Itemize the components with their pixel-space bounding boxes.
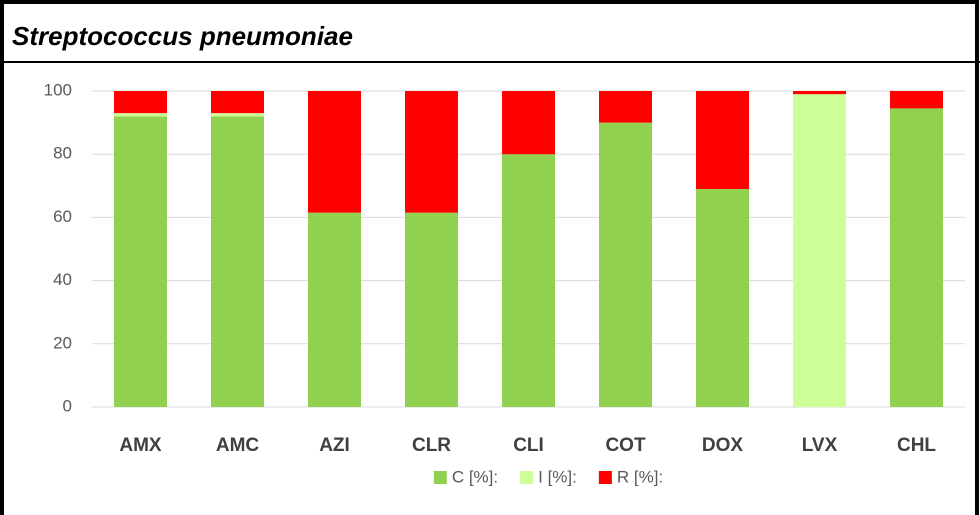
bar-segment xyxy=(502,91,555,155)
bar-segment xyxy=(793,94,846,407)
y-tick-label: 60 xyxy=(53,207,72,226)
y-tick-label: 80 xyxy=(53,144,72,163)
bar-segment xyxy=(308,212,361,407)
legend-label: I [%]: xyxy=(538,467,577,486)
bar-segment xyxy=(211,113,264,117)
x-tick-label: DOX xyxy=(702,435,744,456)
bar-segment xyxy=(211,116,264,407)
bar-segment xyxy=(405,212,458,407)
x-tick-label: CLI xyxy=(513,435,544,456)
bar-segment xyxy=(308,91,361,213)
bar-segment xyxy=(211,91,264,114)
bar-segment xyxy=(405,91,458,213)
y-tick-label: 20 xyxy=(53,333,72,352)
x-tick-label: CHL xyxy=(897,435,936,456)
bar-segment xyxy=(599,122,652,407)
y-tick-label: 40 xyxy=(53,270,72,289)
legend-swatch xyxy=(598,471,612,484)
x-tick-label: CLR xyxy=(412,435,451,456)
legend-swatch xyxy=(520,471,534,484)
legend-label: C [%]: xyxy=(452,467,498,486)
bar-segment xyxy=(599,91,652,123)
legend-label: R [%]: xyxy=(617,467,663,486)
bar-segment xyxy=(502,154,555,407)
bar-segment xyxy=(696,91,749,189)
x-tick-label: AZI xyxy=(319,435,350,456)
y-tick-label: 0 xyxy=(63,396,72,415)
bar-segment xyxy=(114,113,167,117)
bar-segment xyxy=(114,91,167,114)
x-tick-label: LVX xyxy=(802,435,838,456)
bar-segment xyxy=(793,91,846,95)
y-tick-label: 100 xyxy=(44,80,72,99)
chart-title: Streptococcus pneumoniae xyxy=(12,21,353,51)
legend-swatch xyxy=(433,471,447,484)
x-tick-label: AMC xyxy=(216,435,260,456)
bar-segment xyxy=(696,188,749,407)
x-tick-label: COT xyxy=(605,435,646,456)
bar-segment xyxy=(114,116,167,407)
bar-segment xyxy=(890,91,943,109)
bar-segment xyxy=(890,108,943,407)
x-tick-label: AMX xyxy=(119,435,162,456)
